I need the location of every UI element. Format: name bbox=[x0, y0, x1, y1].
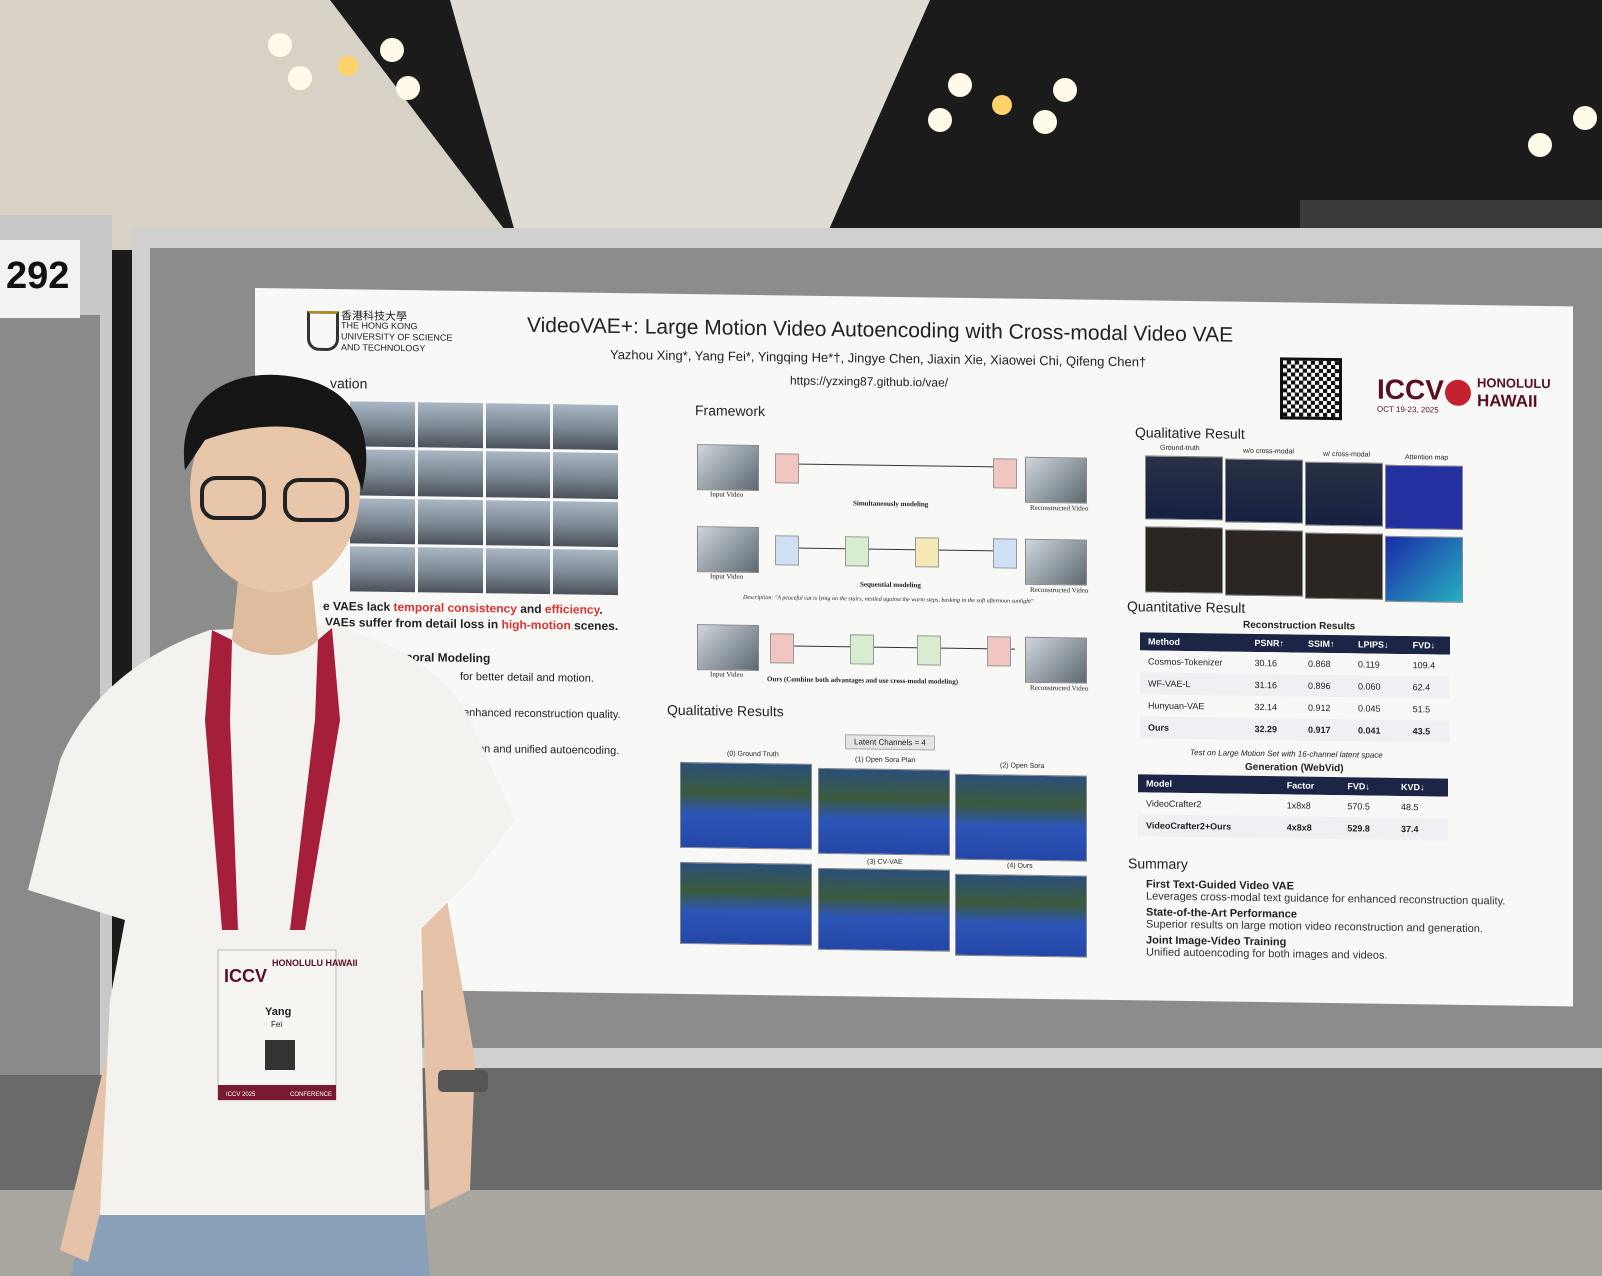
ceiling-tiles bbox=[450, 0, 930, 250]
watch bbox=[438, 1070, 488, 1092]
arm bbox=[420, 860, 475, 1210]
left-board bbox=[0, 315, 100, 1075]
badge-footer bbox=[218, 1085, 336, 1100]
face bbox=[190, 388, 360, 592]
lanyard bbox=[205, 630, 238, 930]
ceiling-tiles bbox=[0, 0, 520, 250]
badge-role: CONFERENCE bbox=[290, 1092, 332, 1098]
lanyard bbox=[290, 628, 340, 930]
badge-location: HONOLULU HAWAII bbox=[272, 958, 358, 968]
ceiling-lights bbox=[268, 33, 1597, 157]
badge-name: Yang bbox=[265, 1006, 291, 1018]
glasses bbox=[283, 478, 349, 522]
booth-sign bbox=[0, 240, 80, 318]
badge-footer-text: ICCV 2025 bbox=[226, 1092, 256, 1098]
badge-name: Fei bbox=[271, 1020, 282, 1029]
ceiling-lights bbox=[338, 56, 1012, 115]
badge bbox=[217, 949, 337, 1101]
t-shirt bbox=[28, 625, 515, 1215]
glasses bbox=[200, 476, 266, 520]
badge-logo: ICCV bbox=[224, 966, 267, 986]
badge-qr bbox=[265, 1040, 295, 1070]
hair bbox=[183, 374, 367, 490]
booth-number: 292 bbox=[6, 255, 70, 297]
